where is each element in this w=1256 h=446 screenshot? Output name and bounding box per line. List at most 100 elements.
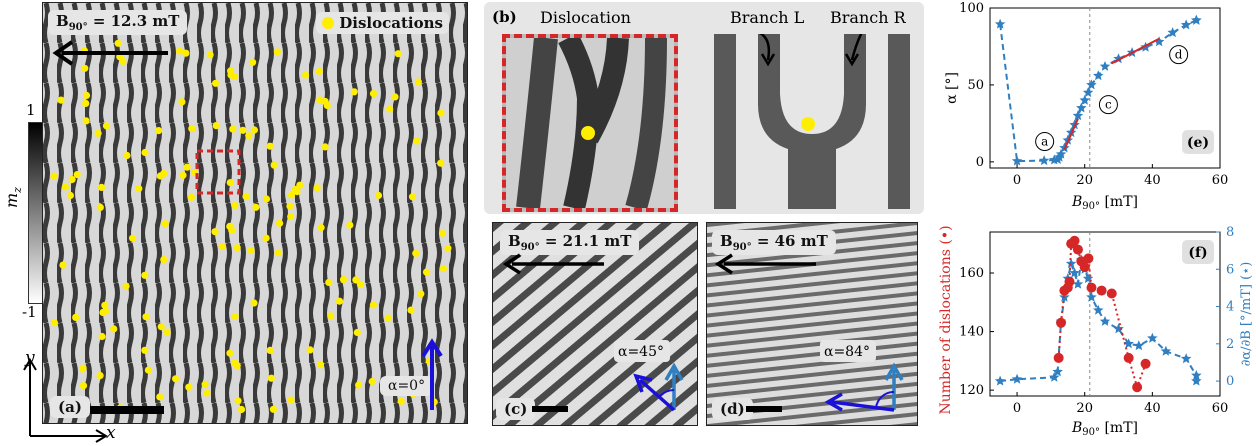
data-point-e <box>1011 155 1023 166</box>
data-point-red-f <box>1053 352 1064 363</box>
dislocation-dot <box>438 229 447 237</box>
chart-f: 0 20 40 60 120 140 160 0 2 4 6 8 B90° [mT] Number of … <box>938 225 1254 438</box>
data-point-e <box>1153 36 1165 47</box>
angle-text-d: α=84° <box>824 344 870 360</box>
dislocation-dot <box>323 101 331 109</box>
dislocation-dot <box>233 244 241 252</box>
data-point-red-f <box>1056 317 1067 328</box>
axis-y-label: y <box>25 348 35 368</box>
dislocation-dot <box>122 282 130 290</box>
dislocation-dot <box>97 183 106 191</box>
dislocation-dot <box>262 195 271 203</box>
dislocation-dot <box>422 268 431 276</box>
branch-point <box>801 117 815 131</box>
dislocation-dot <box>384 314 392 322</box>
panel-tag-e <box>1182 130 1214 154</box>
dislocation-dot <box>123 151 131 160</box>
scale-bar-d <box>746 406 782 412</box>
data-point-red-f <box>1132 382 1143 393</box>
ytick-left-label-f: 120 <box>959 383 984 398</box>
legend-dot-icon <box>322 17 334 29</box>
dislocation-dot <box>339 275 348 284</box>
colorbar-bottom-label: -1 <box>22 303 37 321</box>
data-point-e <box>1079 94 1090 105</box>
dislocation-dot <box>262 234 270 242</box>
data-point-e <box>1055 148 1067 159</box>
ytick-label-e: 0 <box>976 155 984 170</box>
dislocation-dot <box>161 220 169 228</box>
ytick-left-label-f: 140 <box>959 325 984 340</box>
callout-label: d <box>1175 48 1183 62</box>
dislocation-dot <box>226 179 234 187</box>
dislocation-dot <box>61 183 69 191</box>
legend-dislocations: Dislocations <box>316 12 449 34</box>
dislocation-dot <box>227 71 235 79</box>
dislocation-dot <box>316 361 324 369</box>
data-point-blue-f <box>994 375 1006 386</box>
angle-arrows-d: α=84° <box>820 340 904 412</box>
field-arrow-a <box>52 40 168 66</box>
dislocation-dot <box>369 301 377 309</box>
dislocation-dot <box>212 122 220 130</box>
dislocation-dot <box>201 380 209 388</box>
dislocation-dot <box>57 96 65 104</box>
dislocation-dot <box>141 346 149 354</box>
dislocation-dot <box>94 129 102 137</box>
data-point-e <box>1038 155 1050 166</box>
panel-d <box>706 222 918 426</box>
dislocation-dot <box>350 88 358 96</box>
dislocation-dot <box>302 71 310 79</box>
xy-axes <box>23 358 108 443</box>
dislocation-dot <box>266 346 274 354</box>
stripe-pattern-a <box>43 3 467 423</box>
dislocation-dot <box>266 142 274 150</box>
panel-b: (b) Dislocation Branch L Branch R <box>484 2 924 214</box>
trend-arrow <box>1111 37 1160 65</box>
ylabel-right-f: ∂α/∂B [°/mT] (⋆) <box>1239 262 1254 367</box>
dislocation-dot <box>234 397 242 405</box>
data-point-e <box>994 18 1006 29</box>
data-point-red-f <box>1086 282 1097 293</box>
ytick-label-e: 100 <box>959 1 984 16</box>
dislocation-dot <box>183 163 191 171</box>
dislocation-dot <box>179 171 187 179</box>
dislocation-dot <box>237 405 246 414</box>
data-point-red-f <box>1069 235 1080 246</box>
xlabel-e: B90° [mT] <box>1071 194 1138 212</box>
data-point-e <box>1072 110 1084 121</box>
data-point-e <box>1099 61 1111 71</box>
dislocation-dot <box>156 393 164 401</box>
dislocation-dot <box>211 228 219 236</box>
xtick-label-e: 20 <box>1076 173 1093 188</box>
panel-label-c: (c) <box>496 398 536 420</box>
data-point-red-f <box>1083 253 1094 264</box>
dislocation-dot <box>296 181 304 189</box>
up-arrow-a <box>421 338 443 410</box>
ytick-right-label-f: 4 <box>1226 300 1234 315</box>
field-arrow-c <box>502 253 604 275</box>
field-tag-d: B90° = 46 mT <box>712 230 836 255</box>
dislocation-dot <box>437 159 445 167</box>
dislocation-dot <box>252 203 260 211</box>
dislocation-point <box>581 126 595 140</box>
colorbar-title: mz <box>2 187 25 208</box>
trend-arrow <box>1063 118 1079 150</box>
dislocation-dot <box>102 307 110 315</box>
data-point-blue-f <box>1191 370 1202 380</box>
data-point-e <box>1086 79 1097 90</box>
dislocation-dot <box>274 249 282 257</box>
dislocation-dot <box>102 122 111 130</box>
data-point-blue-f <box>1133 340 1145 351</box>
dislocation-dot <box>101 301 109 309</box>
dislocation-dot <box>242 192 250 200</box>
dislocation-dot <box>414 78 422 86</box>
data-point-red-f <box>1140 358 1151 369</box>
dislocation-dot <box>231 312 239 320</box>
dislocation-dot <box>368 377 376 386</box>
dislocation-dot <box>412 249 420 257</box>
dislocation-dot <box>276 219 284 227</box>
dislocation-dot <box>226 222 234 230</box>
data-point-blue-f <box>1052 366 1063 377</box>
dislocation-dot <box>321 143 329 151</box>
dislocation-dot <box>273 48 281 56</box>
